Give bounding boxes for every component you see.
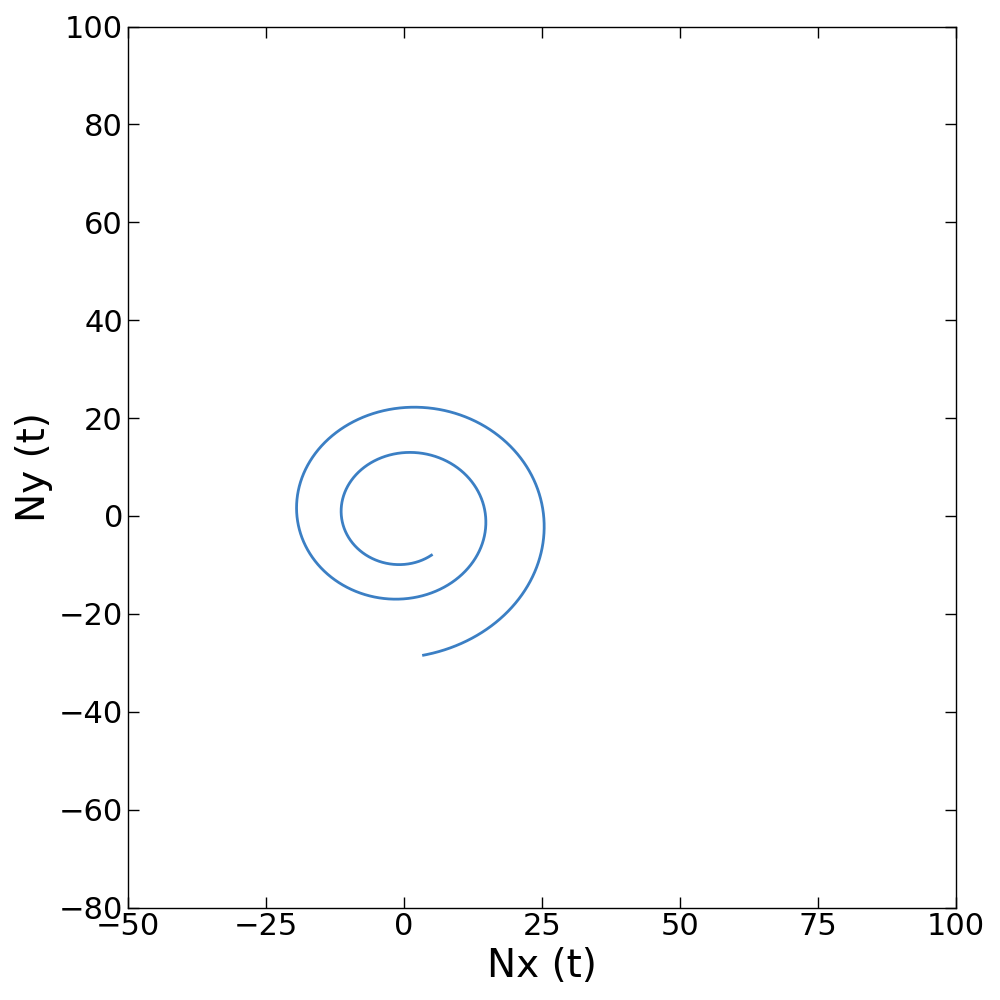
Y-axis label: Ny (t): Ny (t) — [15, 412, 53, 522]
X-axis label: Nx (t): Nx (t) — [487, 947, 597, 985]
